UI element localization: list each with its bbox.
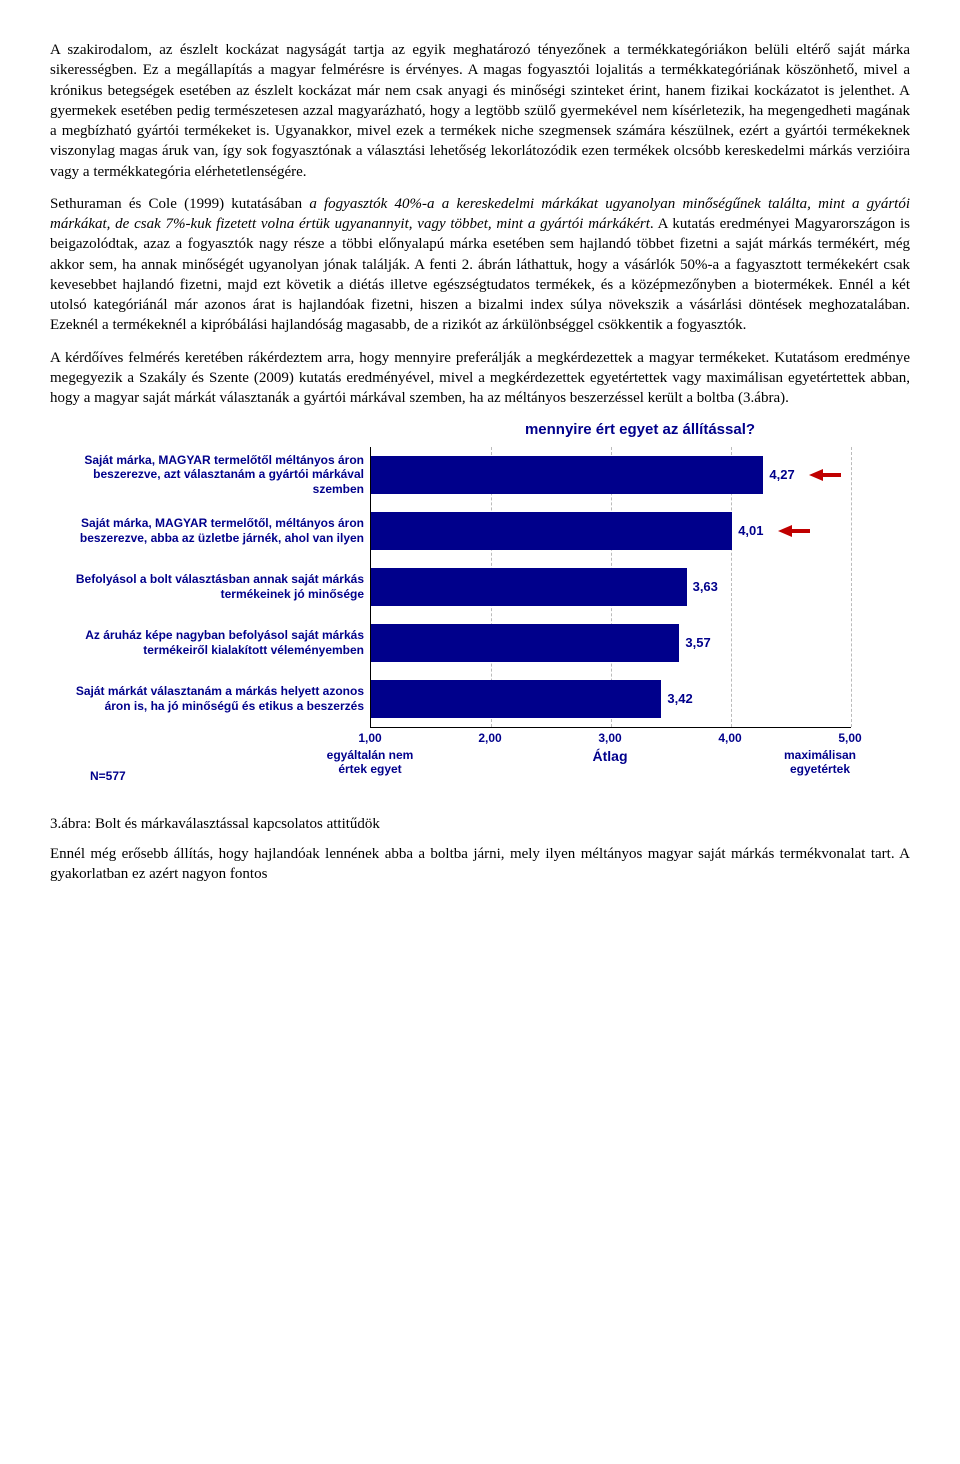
highlight-arrow-icon [778,525,792,537]
chart-bar-row: 4,01 [371,503,851,559]
figure-caption: 3.ábra: Bolt és márkaválasztással kapcso… [50,814,910,834]
chart-bar-value: 4,01 [738,522,763,540]
chart-plot-area: 4,27 4,01 3,63 3,57 3,42 [370,447,851,728]
chart-bar-label: Az áruház képe nagyban befolyásol saját … [50,615,370,671]
chart-bar-value: 3,57 [685,634,710,652]
chart-bar: 3,63 [371,568,687,606]
chart-bar: 4,27 [371,456,763,494]
chart-bar: 3,42 [371,680,661,718]
chart-bar-value: 3,42 [667,690,692,708]
chart-x-tick: 1,00 [358,730,381,746]
chart-bar-row: 4,27 [371,447,851,503]
chart-title: mennyire ért egyet az állítással? [370,420,910,440]
agreement-chart: mennyire ért egyet az állítással? Saját … [50,420,910,783]
chart-bar-row: 3,57 [371,615,851,671]
paragraph-4: Ennél még erősebb állítás, hogy hajlandó… [50,844,910,885]
chart-y-labels: Saját márka, MAGYAR termelőtől méltányos… [50,447,370,727]
paragraph-1: A szakirodalom, az észlelt kockázat nagy… [50,40,910,182]
chart-bar-row: 3,63 [371,559,851,615]
paragraph-3: A kérdőíves felmérés keretében rákérdezt… [50,348,910,409]
chart-x-tick: 3,00 [598,730,621,746]
chart-bar-label: Saját márka, MAGYAR termelőtől, méltányo… [50,503,370,559]
chart-bar-label: Saját márkát választanám a márkás helyet… [50,671,370,727]
paragraph-2: Sethuraman és Cole (1999) kutatásában a … [50,194,910,336]
chart-bar-value: 4,27 [769,466,794,484]
chart-bar-label: Befolyásol a bolt választásban annak saj… [50,559,370,615]
highlight-arrow-icon [809,469,823,481]
x-axis-label-left: egyáltalán nem értek egyet [315,748,425,777]
chart-bar: 3,57 [371,624,679,662]
chart-x-tick: 4,00 [718,730,741,746]
x-axis-label-mid: Átlag [555,748,665,765]
chart-x-tick: 2,00 [478,730,501,746]
chart-bar-value: 3,63 [693,578,718,596]
chart-x-tick: 5,00 [838,730,861,746]
chart-bar: 4,01 [371,512,732,550]
x-axis-label-right: maximálisan egyetértek [765,748,875,777]
chart-x-axis: 1,002,003,004,005,00egyáltalán nem értek… [370,728,850,778]
chart-bar-label: Saját márka, MAGYAR termelőtől méltányos… [50,447,370,503]
chart-bar-row: 3,42 [371,671,851,727]
